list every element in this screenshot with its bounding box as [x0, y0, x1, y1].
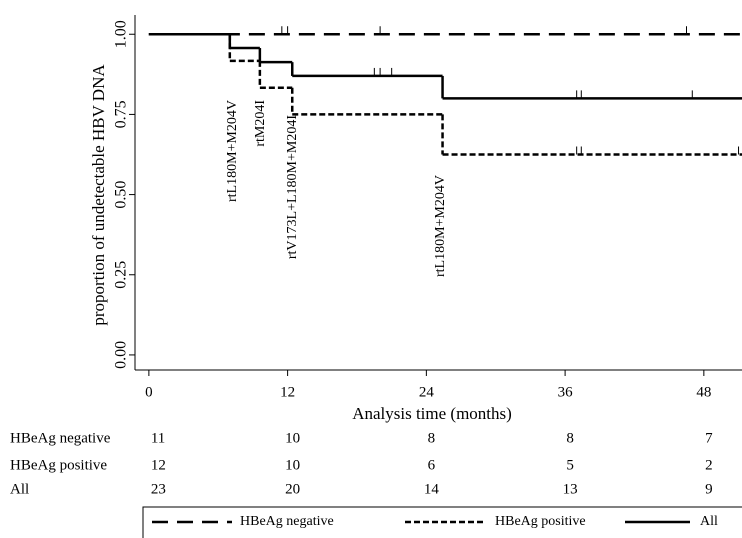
legend-label: HBeAg negative [240, 514, 334, 529]
risk-row-label: HBeAg positive [10, 457, 107, 473]
annotation: rtV173L+L180M+M204I [285, 115, 300, 259]
risk-count: 10 [285, 457, 300, 473]
x-tick-label: 0 [145, 384, 153, 400]
x-tick-label: 48 [696, 384, 711, 400]
annotation: rtL180M+M204V [225, 100, 240, 202]
legend-box [142, 506, 742, 538]
legend-label: All [700, 514, 718, 529]
risk-count: 2 [705, 457, 713, 473]
risk-count: 8 [428, 430, 436, 446]
annotation: rtM204I [253, 100, 268, 147]
y-tick-label: 0.50 [113, 181, 130, 209]
x-tick-label: 36 [558, 384, 574, 400]
risk-count: 6 [428, 457, 436, 473]
y-tick-label: 0.00 [113, 341, 130, 369]
risk-count: 11 [151, 430, 165, 446]
risk-count: 23 [151, 481, 166, 497]
x-tick-label: 24 [419, 384, 435, 400]
risk-count: 14 [424, 481, 440, 497]
y-tick-label: 0.25 [113, 261, 130, 289]
risk-count: 7 [705, 430, 713, 446]
risk-count: 20 [285, 481, 300, 497]
annotation: rtL180M+M204V [433, 175, 448, 277]
risk-count: 5 [566, 457, 574, 473]
y-tick-label: 0.75 [113, 100, 130, 128]
risk-count: 8 [566, 430, 574, 446]
risk-count: 9 [705, 481, 713, 497]
risk-count: 10 [285, 430, 300, 446]
risk-count: 12 [151, 457, 166, 473]
risk-count: 13 [563, 481, 578, 497]
y-tick-label: 1.00 [113, 20, 130, 48]
legend-label: HBeAg positive [495, 514, 586, 529]
risk-row-label: HBeAg negative [10, 430, 111, 446]
x-tick-label: 12 [280, 384, 295, 400]
y-axis-label: proportion of undetectable HBV DNA [89, 64, 108, 326]
risk-row-label: All [10, 481, 29, 497]
x-axis-label: Analysis time (months) [352, 404, 512, 423]
